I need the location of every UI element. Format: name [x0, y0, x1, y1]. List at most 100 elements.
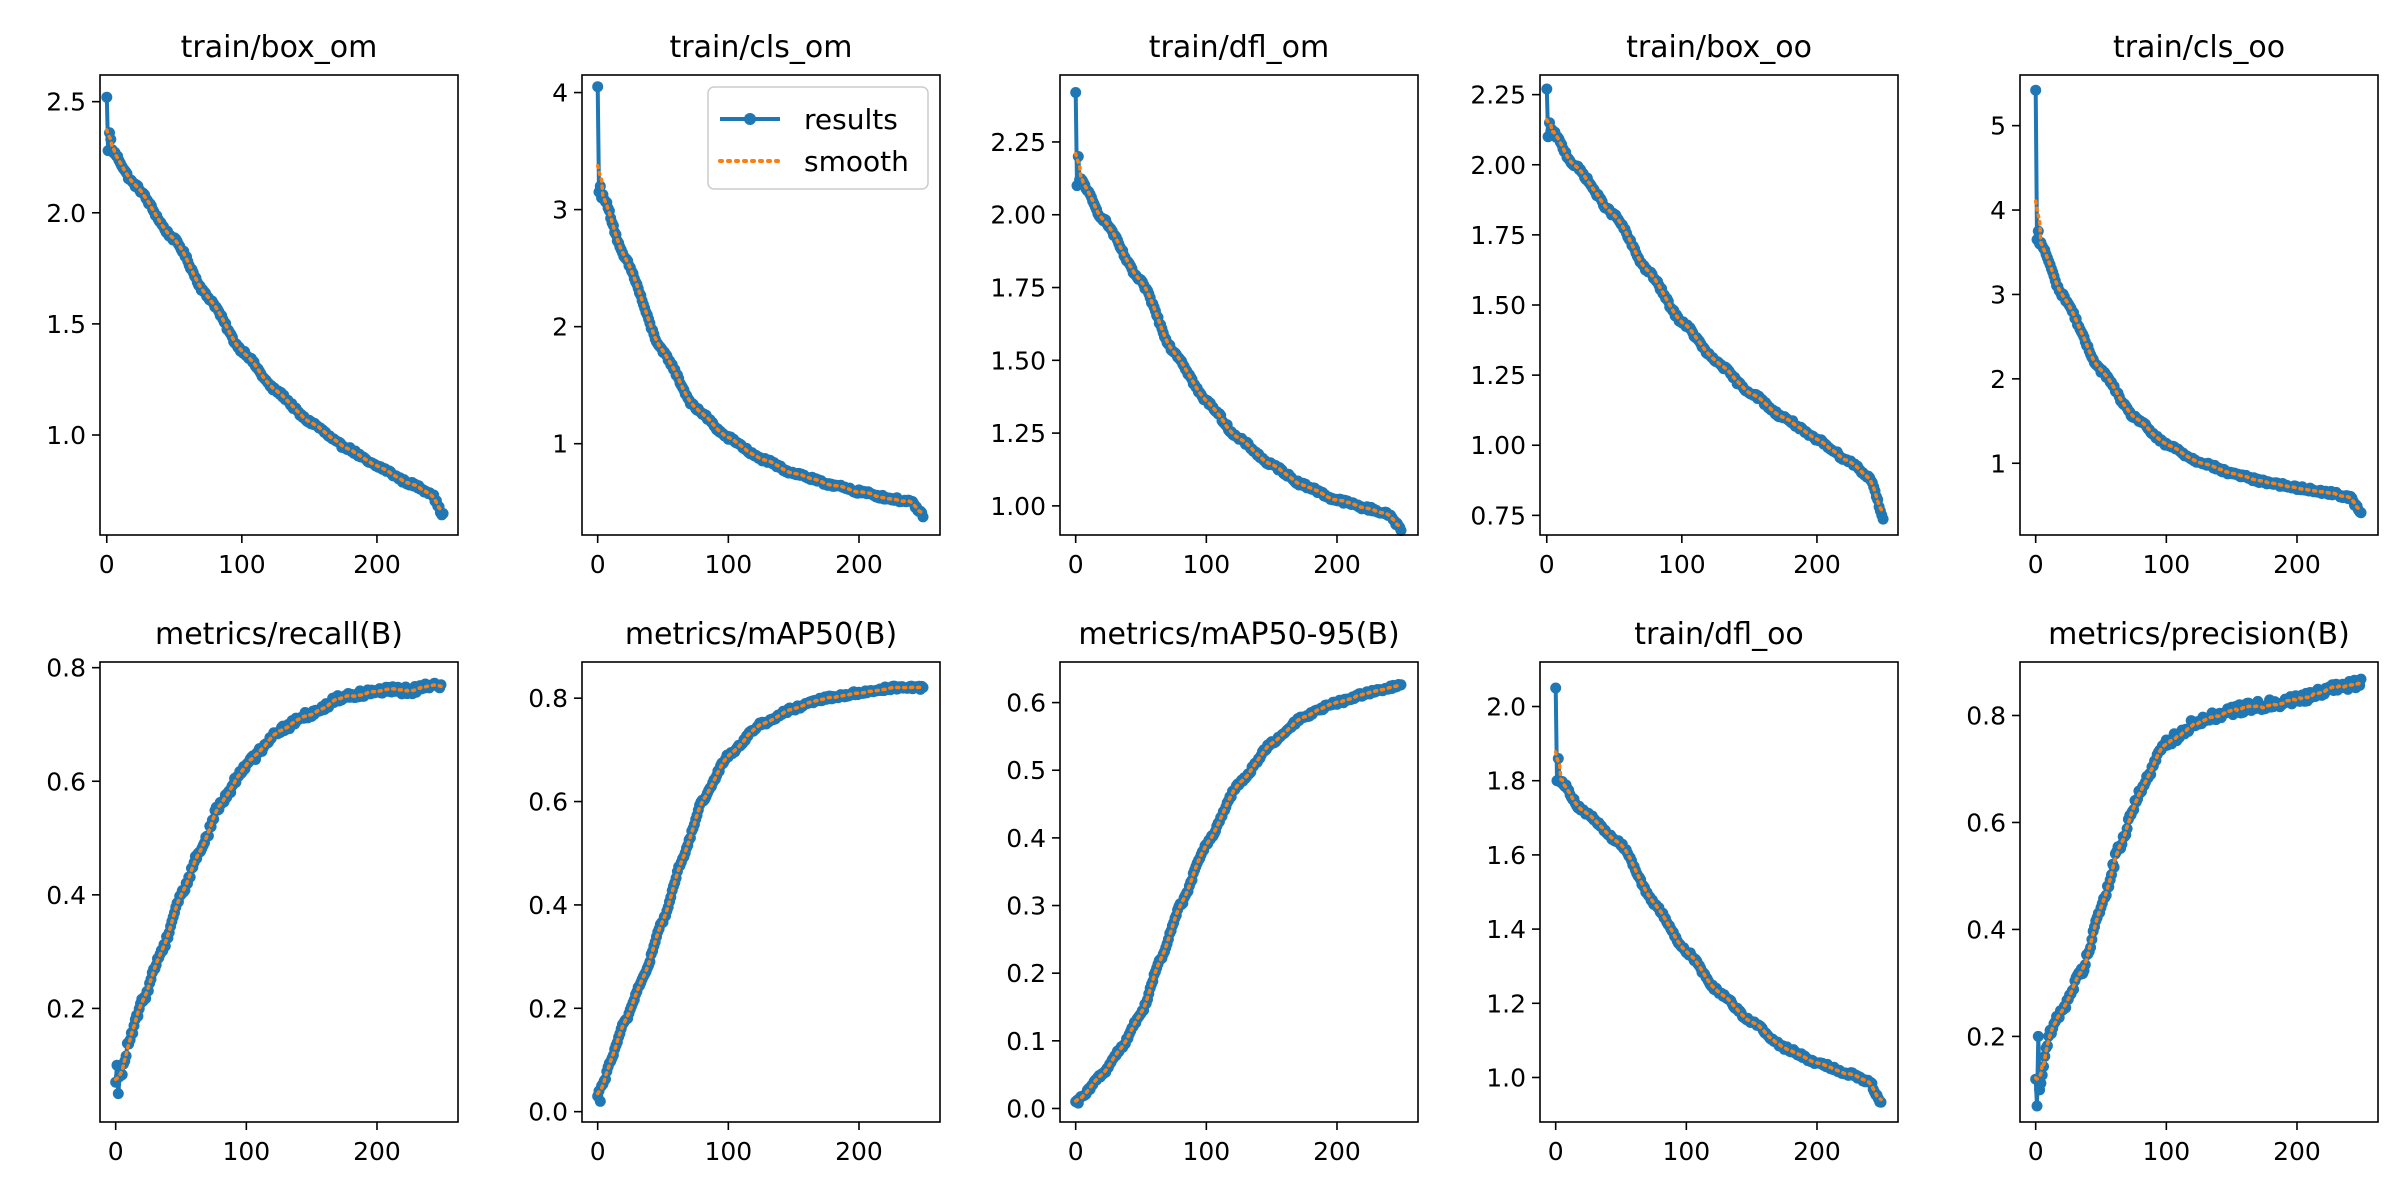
x-tick-label: 0: [2028, 1137, 2044, 1166]
smooth-line: [1545, 118, 1885, 515]
y-tick-label: 1: [552, 430, 568, 459]
x-tick-label: 0: [1548, 1137, 1564, 1166]
x-tick-label: 0: [99, 550, 115, 579]
plot-frame: [1059, 661, 1419, 1123]
plot-title: metrics/recall(B): [155, 617, 403, 652]
plot-frame: [99, 74, 459, 536]
results-point: [1541, 83, 1553, 95]
y-tick-label: 0.75: [1470, 501, 1526, 530]
y-tick-label: 2.25: [990, 128, 1046, 157]
subplot-1: train/box_om 0 100 200 1.0 1.5 2.0 2.5: [46, 30, 459, 579]
y-tick-label: 0.2: [46, 994, 86, 1023]
y-tick-label: 2: [1990, 365, 2006, 394]
legend-smooth-label: smooth: [804, 145, 909, 178]
smooth-line: [2033, 681, 2363, 1082]
y-tick-label: 0.4: [528, 891, 568, 920]
x-tick-label: 0: [1068, 1137, 1084, 1166]
smooth-line: [595, 163, 925, 515]
x-tick-label: 0: [1539, 550, 1555, 579]
y-tick-label: 2.0: [46, 199, 86, 228]
results-point: [1395, 525, 1407, 536]
results-line: [595, 684, 925, 1104]
y-tick-label: 1.00: [990, 492, 1046, 521]
y-tick-label: 0.8: [1966, 701, 2006, 730]
plot-title: metrics/mAP50(B): [625, 617, 897, 652]
y-tick-label: 0.2: [1006, 959, 1046, 988]
y-tick-label: 1.8: [1486, 767, 1526, 796]
plot-frame: [1539, 74, 1899, 536]
results-point: [437, 508, 449, 519]
results-point: [1395, 679, 1407, 691]
x-tick-label: 200: [1793, 1137, 1841, 1166]
x-tick-label: 100: [2142, 550, 2190, 579]
subplot-9: train/dfl_oo 0 100 200 1.0 1.2 1.4 1.6 1.8 2.0: [1486, 617, 1899, 1166]
y-tick-label: 0.2: [528, 994, 568, 1023]
results-point: [2030, 84, 2042, 96]
plot-title: train/box_om: [181, 30, 378, 65]
y-tick-label: 1.00: [1470, 431, 1526, 460]
x-tick-label: 0: [1068, 550, 1084, 579]
y-tick-label: 1: [1990, 449, 2006, 478]
x-tick-label: 100: [1182, 550, 1230, 579]
plot-frame: [1539, 661, 1899, 1123]
results-line: [2033, 90, 2363, 515]
results-point: [2035, 1077, 2047, 1089]
y-tick-label: 1.0: [46, 421, 86, 450]
subplot-2: train/cls_om 0 100 200 1 2 3 4 results smooth: [552, 30, 941, 579]
x-tick-label: 100: [2142, 1137, 2190, 1166]
results-line: [1553, 687, 1882, 1105]
results-point: [2355, 507, 2367, 519]
smooth-line: [1553, 750, 1883, 1102]
plot-frame: [581, 74, 941, 536]
y-tick-label: 0.2: [1966, 1022, 2006, 1051]
y-tick-label: 0.4: [1006, 824, 1046, 853]
x-tick-label: 200: [2273, 1137, 2321, 1166]
y-tick-label: 1.50: [990, 346, 1046, 375]
plot-frame: [2019, 661, 2379, 1123]
legend: results smooth: [707, 86, 929, 190]
plot-title: metrics/mAP50-95(B): [1078, 617, 1399, 652]
results-line: [1073, 92, 1403, 532]
smooth-line: [113, 683, 443, 1082]
y-tick-label: 4: [552, 79, 568, 108]
y-tick-label: 4: [1990, 196, 2006, 225]
x-tick-label: 200: [353, 550, 401, 579]
x-tick-label: 0: [590, 1137, 606, 1166]
y-tick-label: 2: [552, 313, 568, 342]
y-tick-label: 0.4: [1966, 915, 2006, 944]
x-tick-label: 100: [1658, 550, 1706, 579]
y-tick-label: 2.5: [46, 88, 86, 117]
x-tick-label: 100: [704, 1137, 752, 1166]
x-tick-label: 200: [835, 550, 883, 579]
results-point: [101, 91, 113, 103]
x-tick-label: 0: [2028, 550, 2044, 579]
y-tick-label: 3: [1990, 280, 2006, 309]
results-point: [917, 511, 929, 523]
plot-frame: [1059, 74, 1419, 536]
y-tick-label: 5: [1990, 112, 2006, 141]
results-point: [112, 1088, 124, 1100]
results-point: [2041, 1040, 2053, 1052]
y-tick-label: 2.00: [990, 201, 1046, 230]
results-point: [592, 81, 604, 93]
y-tick-label: 2.00: [1470, 151, 1526, 180]
y-tick-label: 0.8: [46, 654, 86, 683]
y-tick-label: 0.6: [1006, 689, 1046, 718]
x-tick-label: 100: [704, 550, 752, 579]
smooth-line: [595, 685, 925, 1096]
plot-title: train/box_oo: [1626, 30, 1812, 65]
y-tick-label: 3: [552, 196, 568, 225]
results-point: [1877, 513, 1889, 525]
x-tick-label: 100: [1182, 1137, 1230, 1166]
y-tick-label: 0.1: [1006, 1027, 1046, 1056]
x-tick-label: 200: [1313, 550, 1361, 579]
x-tick-label: 200: [1313, 1137, 1361, 1166]
y-tick-label: 0.0: [1006, 1094, 1046, 1123]
legend-box: [707, 86, 929, 190]
y-tick-label: 1.5: [46, 310, 86, 339]
plot-title: train/cls_oo: [2113, 30, 2285, 65]
x-tick-label: 200: [2273, 550, 2321, 579]
results-point: [1550, 682, 1562, 694]
y-tick-label: 1.4: [1486, 915, 1526, 944]
